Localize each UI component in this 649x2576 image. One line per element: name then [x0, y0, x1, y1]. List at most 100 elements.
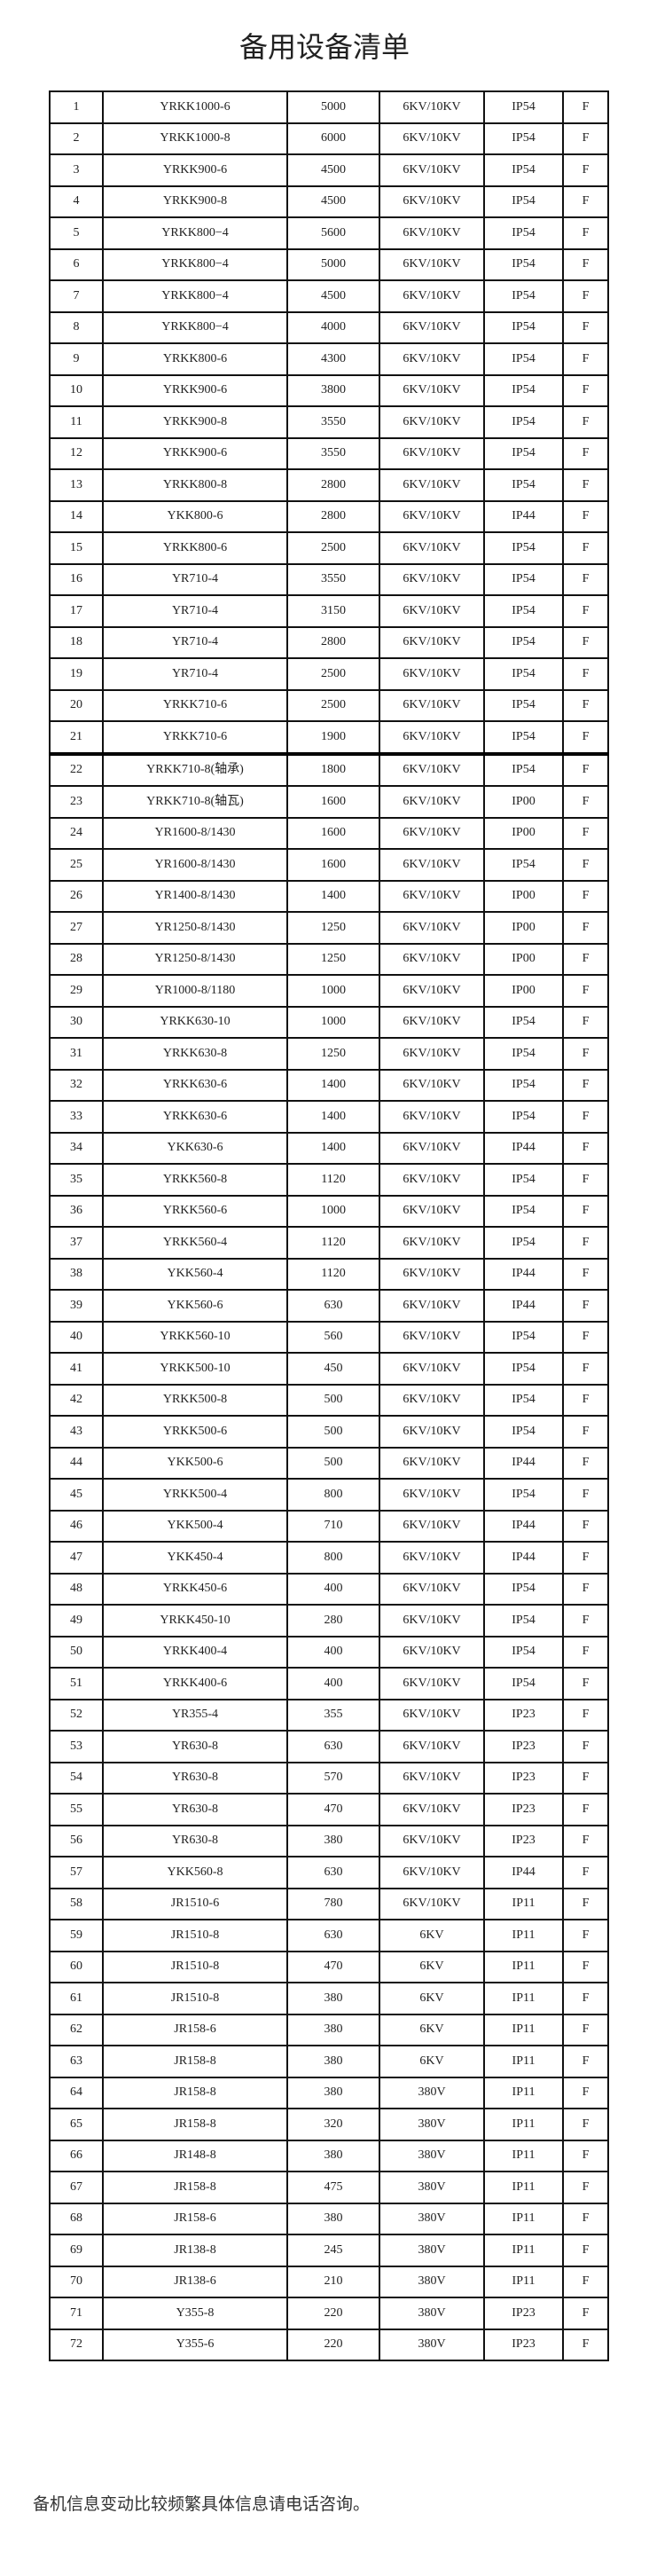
cell-model: YRKK710-8(轴承): [102, 751, 288, 787]
cell-capacity: 1600: [286, 785, 380, 819]
cell-model: YR710-4: [102, 594, 288, 628]
cell-row-number: 34: [49, 1131, 104, 1165]
cell-insulation-class: F: [562, 1793, 609, 1826]
cell-row-number: 31: [49, 1037, 104, 1071]
cell-voltage: 6KV/10KV: [379, 1604, 485, 1637]
cell-protection-class: IP11: [483, 2013, 564, 2046]
table-row: 55 YR630-8 470 6KV/10KV IP23 F: [49, 1793, 609, 1826]
cell-protection-class: IP54: [483, 625, 564, 659]
table-row: 54 YR630-8 570 6KV/10KV IP23 F: [49, 1761, 609, 1795]
cell-protection-class: IP11: [483, 2076, 564, 2109]
table-row: 20 YRKK710-6 2500 6KV/10KV IP54 F: [49, 688, 609, 722]
cell-voltage: 6KV/10KV: [379, 1352, 485, 1386]
cell-protection-class: IP54: [483, 1226, 564, 1260]
cell-insulation-class: F: [562, 216, 609, 250]
cell-voltage: 6KV/10KV: [379, 405, 485, 439]
table-row: 17 YR710-4 3150 6KV/10KV IP54 F: [49, 594, 609, 628]
cell-insulation-class: F: [562, 468, 609, 502]
cell-row-number: 56: [49, 1824, 104, 1857]
equipment-table: 1 YRKK1000-6 5000 6KV/10KV IP54 F 2 YRKK1000-8 6…: [49, 90, 609, 2361]
cell-protection-class: IP54: [483, 153, 564, 187]
table-row: 44 YKK500-6 500 6KV/10KV IP44 F: [49, 1446, 609, 1480]
cell-protection-class: IP54: [483, 531, 564, 565]
cell-voltage: 6KV: [379, 1982, 485, 2015]
table-row: 13 YRKK800-8 2800 6KV/10KV IP54 F: [49, 468, 609, 502]
table-row: 24 YR1600-8/1430 1600 6KV/10KV IP00 F: [49, 816, 609, 850]
cell-insulation-class: F: [562, 1352, 609, 1386]
cell-model: YR630-8: [102, 1793, 288, 1826]
cell-insulation-class: F: [562, 1730, 609, 1763]
cell-voltage: 6KV/10KV: [379, 1289, 485, 1323]
table-row: 28 YR1250-8/1430 1250 6KV/10KV IP00 F: [49, 942, 609, 976]
cell-capacity: 500: [286, 1446, 380, 1480]
cell-capacity: 450: [286, 1352, 380, 1386]
cell-protection-class: IP23: [483, 1698, 564, 1732]
cell-protection-class: IP54: [483, 1320, 564, 1354]
cell-voltage: 6KV/10KV: [379, 1793, 485, 1826]
table-row: 46 YKK500-4 710 6KV/10KV IP44 F: [49, 1509, 609, 1543]
cell-protection-class: IP23: [483, 1761, 564, 1795]
cell-capacity: 4300: [286, 342, 380, 376]
cell-model: YRKK560-4: [102, 1226, 288, 1260]
cell-insulation-class: F: [562, 1635, 609, 1669]
cell-row-number: 46: [49, 1509, 104, 1543]
cell-protection-class: IP54: [483, 1478, 564, 1512]
cell-row-number: 13: [49, 468, 104, 502]
cell-voltage: 6KV/10KV: [379, 279, 485, 313]
table-row: 36 YRKK560-6 1000 6KV/10KV IP54 F: [49, 1194, 609, 1228]
cell-voltage: 6KV/10KV: [379, 1478, 485, 1512]
table-row: 57 YKK560-8 630 6KV/10KV IP44 F: [49, 1856, 609, 1889]
cell-row-number: 48: [49, 1572, 104, 1606]
cell-model: YRKK800−4: [102, 279, 288, 313]
cell-protection-class: IP54: [483, 751, 564, 787]
cell-insulation-class: F: [562, 247, 609, 281]
cell-capacity: 400: [286, 1635, 380, 1669]
table-row: 47 YKK450-4 800 6KV/10KV IP44 F: [49, 1541, 609, 1575]
cell-model: YR710-4: [102, 562, 288, 596]
table-row: 14 YKK800-6 2800 6KV/10KV IP44 F: [49, 499, 609, 533]
cell-model: Y355-6: [102, 2328, 288, 2361]
cell-model: YRKK560-10: [102, 1320, 288, 1354]
cell-capacity: 210: [286, 2265, 380, 2298]
cell-row-number: 5: [49, 216, 104, 250]
table-row: 15 YRKK800-6 2500 6KV/10KV IP54 F: [49, 531, 609, 565]
table-row: 34 YKK630-6 1400 6KV/10KV IP44 F: [49, 1131, 609, 1165]
cell-capacity: 1250: [286, 911, 380, 945]
cell-insulation-class: F: [562, 342, 609, 376]
table-row: 67 JR158-8 475 380V IP11 F: [49, 2171, 609, 2204]
cell-row-number: 66: [49, 2139, 104, 2172]
cell-row-number: 17: [49, 594, 104, 628]
cell-row-number: 55: [49, 1793, 104, 1826]
cell-protection-class: IP54: [483, 373, 564, 407]
cell-row-number: 65: [49, 2108, 104, 2141]
cell-row-number: 29: [49, 974, 104, 1008]
cell-row-number: 36: [49, 1194, 104, 1228]
cell-model: YKK630-6: [102, 1131, 288, 1165]
cell-insulation-class: F: [562, 1131, 609, 1165]
cell-row-number: 59: [49, 1919, 104, 1952]
cell-voltage: 6KV/10KV: [379, 1856, 485, 1889]
cell-row-number: 67: [49, 2171, 104, 2204]
cell-insulation-class: F: [562, 1289, 609, 1323]
cell-capacity: 1900: [286, 720, 380, 755]
table-row: 48 YRKK450-6 400 6KV/10KV IP54 F: [49, 1572, 609, 1606]
cell-row-number: 43: [49, 1415, 104, 1449]
table-row: 1 YRKK1000-6 5000 6KV/10KV IP54 F: [49, 90, 609, 124]
cell-capacity: 1400: [286, 1131, 380, 1165]
cell-insulation-class: F: [562, 373, 609, 407]
cell-voltage: 6KV/10KV: [379, 1037, 485, 1071]
cell-insulation-class: F: [562, 1824, 609, 1857]
table-row: 23 YRKK710-8(轴瓦) 1600 6KV/10KV IP00 F: [49, 785, 609, 819]
cell-model: YRKK630-10: [102, 1005, 288, 1039]
cell-voltage: 6KV/10KV: [379, 785, 485, 819]
table-row: 3 YRKK900-6 4500 6KV/10KV IP54 F: [49, 153, 609, 187]
cell-capacity: 355: [286, 1698, 380, 1732]
cell-capacity: 1120: [286, 1163, 380, 1197]
cell-row-number: 24: [49, 816, 104, 850]
cell-insulation-class: F: [562, 1415, 609, 1449]
cell-protection-class: IP23: [483, 2297, 564, 2330]
cell-model: YRKK560-6: [102, 1194, 288, 1228]
table-row: 45 YRKK500-4 800 6KV/10KV IP54 F: [49, 1478, 609, 1512]
cell-row-number: 25: [49, 848, 104, 882]
cell-model: JR1510-8: [102, 1950, 288, 1983]
